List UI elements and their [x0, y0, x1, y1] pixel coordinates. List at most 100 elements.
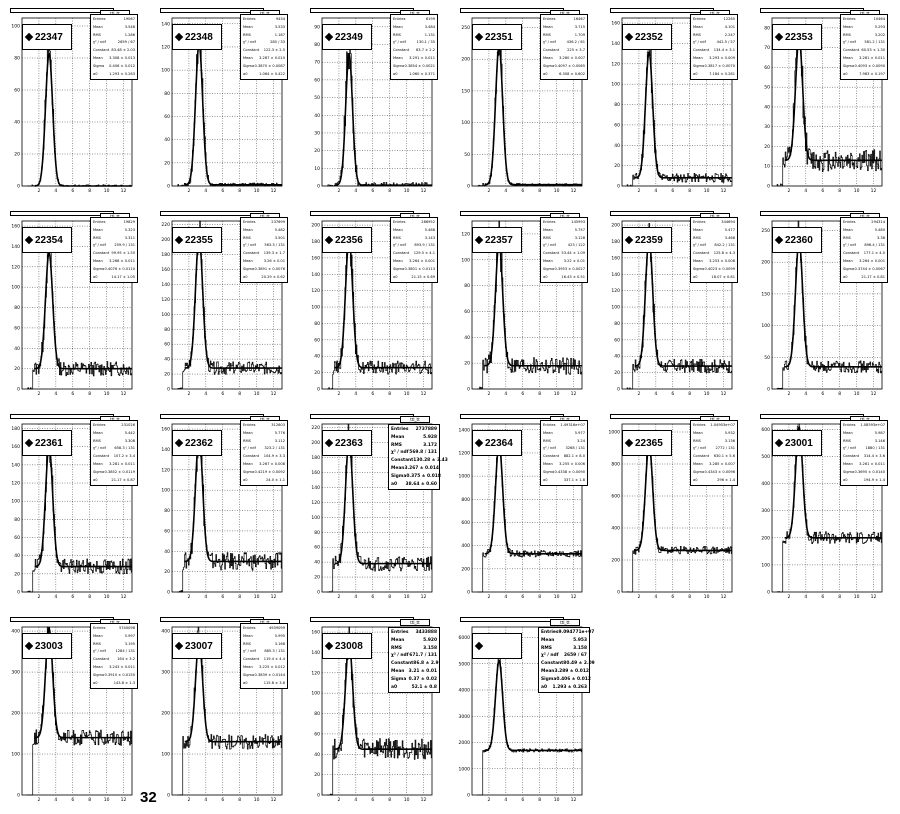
- run-legend: 22349: [322, 24, 372, 50]
- canvas-title-box: [310, 8, 414, 13]
- stats-value: 3.291 ± 0.011: [409, 55, 435, 60]
- stats-value: 3.267 ± 0.014: [404, 465, 439, 471]
- stats-row: χ² / ndf 1284 / 131: [93, 648, 135, 656]
- stats-value: 145993: [571, 220, 585, 224]
- x-tick-label: 8: [388, 188, 391, 194]
- stats-value: 0.3695 ± 0.0140: [854, 469, 885, 474]
- histogram-pad: 2 4 6 8 10 12 0 1000 2000 3000 4000 5000 6000 ttl_tt E…: [459, 617, 600, 807]
- run-legend: 23007: [172, 633, 222, 659]
- stats-value: 0.4076 ± 0.0110: [104, 266, 135, 271]
- stats-row: Constant 164 ± 3.2: [93, 656, 135, 664]
- stats-key: Mean: [243, 258, 253, 263]
- stats-key: Mean: [243, 664, 253, 669]
- y-tick-label: 100: [161, 68, 170, 74]
- diamond-marker-icon: [24, 32, 34, 42]
- stats-key: Entries: [243, 626, 256, 630]
- stats-key: Mean: [843, 55, 853, 60]
- stats-key: RMS: [693, 235, 701, 240]
- stats-row: χ² / ndf 569.8 / 131: [391, 449, 437, 457]
- stats-key: Mean: [391, 637, 405, 643]
- stats-value: 296 ± 1.4: [717, 477, 735, 482]
- stats-row: χ² / ndf 1880 / 131: [843, 445, 885, 453]
- stats-row: a0 38.64 ± 0.60: [391, 481, 437, 489]
- stats-value: 259.9 / 131: [114, 243, 135, 248]
- stats-value: 3.22 ± 0.01: [563, 258, 585, 263]
- x-tick-label: 4: [804, 391, 807, 397]
- y-tick-label: 200: [761, 535, 770, 541]
- stats-row: Sigma 0.375 ± 0.018: [391, 473, 441, 481]
- y-tick-label: 20: [14, 152, 20, 158]
- y-tick-label: 100: [761, 323, 770, 329]
- stats-key: Entries: [243, 423, 256, 427]
- x-tick-label: 6: [71, 188, 74, 194]
- stats-box: Entries 145993 Mean 5.757 RMS 3.128 χ² / ndf 42…: [540, 217, 588, 284]
- stats-row: Mean 5.987: [843, 430, 885, 438]
- stats-row: Sigma 0.3817 ± 0.0070: [693, 63, 735, 71]
- stats-key: Sigma: [391, 676, 407, 682]
- stats-value: 19067: [123, 17, 135, 21]
- stats-key: RMS: [243, 235, 251, 240]
- fit-curve: [784, 239, 882, 368]
- y-tick-label: 200: [611, 558, 620, 564]
- x-tick-label: 12: [871, 188, 877, 194]
- y-tick-label: 20: [314, 575, 320, 581]
- stats-row: χ² / ndf 130.1 / 35: [393, 39, 435, 47]
- stats-row: a0 16.43 ± 0.51: [543, 274, 585, 282]
- stats-value: 3.195: [124, 641, 135, 646]
- stats-value: 21.15 ± 0.69: [411, 274, 435, 279]
- stats-key: Entries: [93, 626, 106, 630]
- stats-value: 3.253 ± 0.008: [709, 258, 735, 263]
- x-tick-label: 2: [487, 797, 490, 803]
- stats-key: Entries: [243, 17, 256, 21]
- stats-value: 104.9 ± 3.3: [263, 454, 285, 459]
- stats-value: 5.995: [274, 633, 285, 638]
- stats-key: a0: [393, 274, 398, 279]
- stats-value: 3.128: [574, 235, 585, 240]
- diamond-marker-icon: [24, 235, 34, 245]
- stats-value: 16467: [573, 17, 585, 21]
- run-legend: 22357: [472, 227, 522, 253]
- stats-key: Entries: [393, 220, 406, 224]
- stats-value: 3.146: [874, 438, 885, 443]
- stats-key: Constant: [693, 251, 710, 256]
- y-tick-label: 120: [311, 670, 320, 676]
- stats-key: Constant: [843, 251, 860, 256]
- stats-value: 1.08593e+07: [860, 423, 885, 427]
- stats-value: 18.07 ± 0.81: [711, 274, 735, 279]
- stats-value: 1.187: [274, 32, 285, 37]
- stats-key: Entries: [391, 427, 409, 432]
- stats-key: Mean: [693, 227, 703, 232]
- y-tick-label: 100: [11, 752, 20, 758]
- stats-value: 3.24: [576, 438, 585, 443]
- y-tick-label: 40: [164, 357, 170, 363]
- stats-row: Entries 1.49316e+07: [543, 422, 585, 430]
- diamond-marker-icon: [474, 641, 484, 651]
- stats-value: 0.3817 ± 0.0070: [704, 63, 735, 68]
- diamond-marker-icon: [474, 438, 484, 448]
- fit-curve: [484, 659, 582, 752]
- y-tick-label: 160: [161, 267, 170, 273]
- stats-row: Mean 5.323: [93, 227, 135, 235]
- stats-row: a0 20.29 ± 0.62: [243, 274, 285, 282]
- stats-value: 442.5 / 57: [716, 40, 735, 45]
- run-legend: 22359: [622, 227, 672, 253]
- y-tick-label: 10: [314, 166, 320, 172]
- stats-value: 0.4023 ± 0.0099: [704, 266, 735, 271]
- y-tick-label: 50: [764, 355, 770, 361]
- stats-row: Mean 3.548: [93, 24, 135, 32]
- y-tick-label: 70: [314, 60, 320, 66]
- stats-key: Constant: [541, 661, 564, 667]
- stats-value: 86.8 ± 2.9: [413, 661, 439, 667]
- canvas-title-box: [760, 8, 864, 13]
- x-tick-label: 2: [187, 797, 190, 803]
- x-tick-label: 10: [404, 594, 410, 600]
- y-tick-label: 200: [161, 711, 170, 717]
- stats-box: Entries 1.08593e+07 Mean 5.987 RMS 3.146 χ² / …: [840, 420, 888, 487]
- stats-box: Entries 237699 Mean 5.482 RMS 3.501 χ² / ndf 56…: [240, 217, 288, 284]
- x-tick-label: 2: [787, 594, 790, 600]
- stats-row: Mean 5.480: [843, 227, 885, 235]
- diamond-marker-icon: [324, 438, 334, 448]
- diamond-marker-icon: [174, 32, 184, 42]
- diamond-marker-icon: [174, 235, 184, 245]
